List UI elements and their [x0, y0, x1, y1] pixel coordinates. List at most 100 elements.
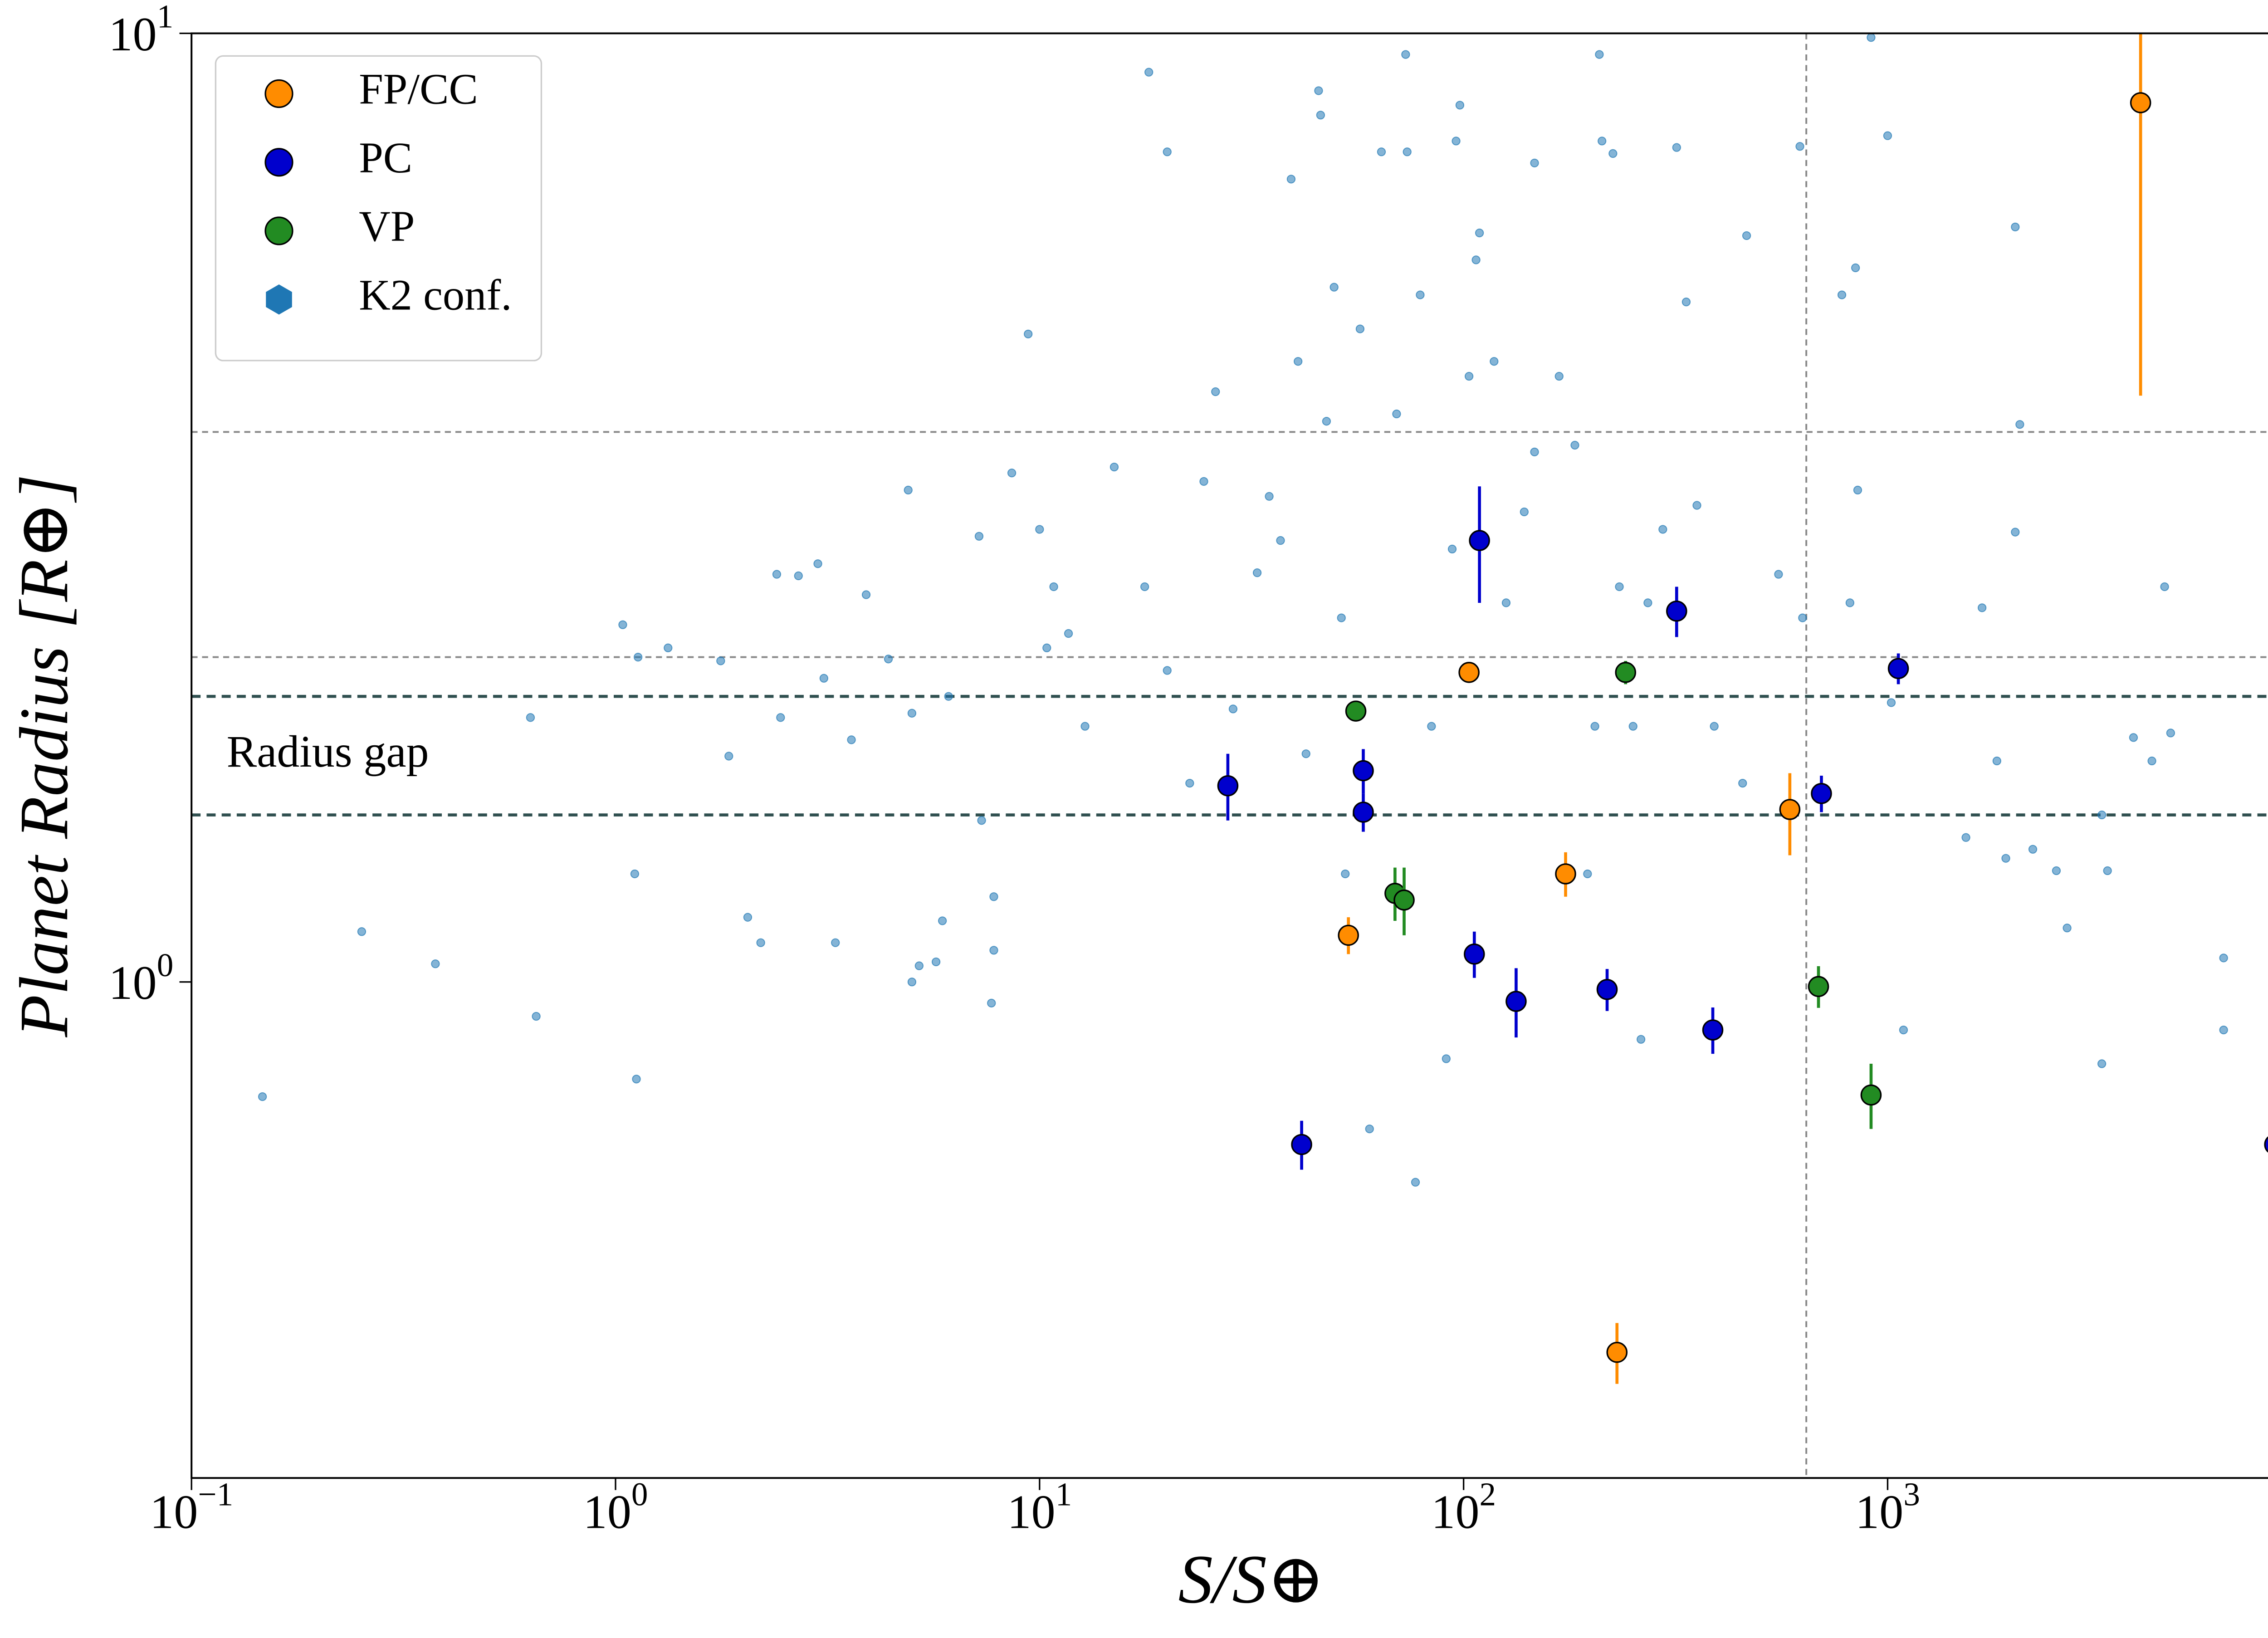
- k2-point: [618, 620, 627, 629]
- k2-point: [914, 961, 924, 970]
- tick-base: 10: [150, 1486, 198, 1539]
- tick-base: 10: [108, 8, 156, 61]
- k2-point: [1365, 1125, 1374, 1134]
- k2-point: [1887, 698, 1896, 707]
- k2-point: [2129, 733, 2138, 742]
- legend-marker: [266, 284, 292, 315]
- k2-point: [716, 656, 725, 665]
- tick-label: 10−1: [150, 1476, 233, 1539]
- tick-exponent: 0: [631, 1476, 648, 1512]
- k2-point: [884, 655, 893, 664]
- k2-point: [1452, 137, 1461, 146]
- legend-label: PC: [359, 133, 412, 182]
- k2-point: [1992, 756, 2001, 766]
- tick-base: 10: [108, 956, 156, 1010]
- k2-point: [2166, 729, 2175, 738]
- tick-exponent: 3: [1903, 1476, 1920, 1512]
- k2-point: [938, 916, 947, 925]
- k2-point: [1265, 492, 1274, 501]
- k2-point: [1867, 33, 1876, 42]
- k2-point: [1185, 778, 1194, 788]
- k2-point: [1341, 869, 1350, 879]
- k2-point: [1228, 704, 1238, 714]
- k2-point: [1276, 536, 1285, 545]
- data-point: [1887, 658, 1909, 680]
- legend-label: K2 conf.: [359, 270, 512, 319]
- k2-point: [1286, 175, 1296, 184]
- k2-point: [1392, 409, 1401, 419]
- k2-point: [861, 590, 871, 599]
- k2-point: [2052, 866, 2061, 875]
- data-point: [1338, 924, 1359, 946]
- k2-point: [1883, 131, 1892, 140]
- k2-point: [2147, 756, 2156, 766]
- k2-point: [987, 998, 996, 1007]
- data-point: [1606, 1341, 1628, 1363]
- k2-point: [258, 1092, 267, 1101]
- annotation: Radius gap: [227, 726, 429, 777]
- k2-point: [1455, 101, 1465, 110]
- axes-frame: [191, 32, 2268, 1479]
- k2-point: [1681, 298, 1691, 307]
- k2-point: [2015, 420, 2024, 429]
- y-axis-label: Planet Radius [R⊕]: [6, 474, 83, 1037]
- data-point: [1458, 662, 1480, 683]
- k2-point: [1520, 507, 1529, 517]
- k2-point: [1501, 598, 1511, 607]
- data-point: [1615, 662, 1637, 683]
- k2-point: [1330, 283, 1339, 292]
- k2-point: [632, 1075, 641, 1084]
- k2-point: [1007, 469, 1017, 478]
- k2-point: [1583, 869, 1592, 879]
- data-point: [1345, 700, 1367, 722]
- k2-point: [1672, 143, 1681, 152]
- k2-point: [1692, 501, 1701, 510]
- k2-point: [1110, 462, 1119, 472]
- k2-point: [1798, 613, 1807, 622]
- legend-marker: [264, 148, 293, 177]
- k2-point: [1049, 582, 1058, 592]
- k2-point: [1377, 147, 1386, 156]
- k2-point: [2028, 845, 2038, 854]
- k2-point: [907, 978, 917, 987]
- legend-label: FP/CC: [359, 65, 478, 113]
- tick-base: 10: [1855, 1486, 1903, 1539]
- data-point: [1779, 799, 1801, 820]
- tick-label: 102: [1431, 1476, 1496, 1539]
- k2-point: [2219, 1025, 2228, 1035]
- k2-point: [1710, 722, 1719, 731]
- k2-point: [2011, 222, 2020, 232]
- k2-point: [1442, 1054, 1451, 1063]
- k2-point: [1738, 778, 1747, 788]
- k2-point: [1658, 525, 1667, 534]
- tick-base: 10: [1431, 1486, 1479, 1539]
- tick-label: 101: [1007, 1476, 1072, 1539]
- k2-point: [1851, 263, 1860, 273]
- k2-point: [847, 735, 856, 744]
- k2-point: [1447, 544, 1457, 554]
- k2-point: [1211, 387, 1220, 396]
- data-point: [2264, 1136, 2268, 1153]
- k2-point: [1316, 111, 1325, 120]
- k2-point: [2001, 854, 2010, 863]
- k2-point: [1471, 255, 1481, 264]
- data-point: [1464, 944, 1485, 965]
- k2-point: [1590, 722, 1599, 731]
- k2-point: [2097, 810, 2107, 820]
- tick-exponent: 1: [157, 0, 174, 34]
- k2-point: [1464, 372, 1474, 381]
- k2-point: [1144, 68, 1154, 77]
- k2-point: [431, 959, 440, 968]
- k2-point: [1853, 485, 1862, 495]
- k2-point: [989, 946, 998, 955]
- k2-point: [831, 938, 840, 947]
- k2-point: [1163, 147, 1172, 156]
- k2-point: [772, 570, 782, 579]
- k2-point: [1252, 568, 1262, 577]
- data-point: [1860, 1084, 1882, 1106]
- k2-point: [1024, 329, 1033, 338]
- k2-point: [1899, 1025, 1908, 1035]
- k2-point: [2097, 1059, 2107, 1068]
